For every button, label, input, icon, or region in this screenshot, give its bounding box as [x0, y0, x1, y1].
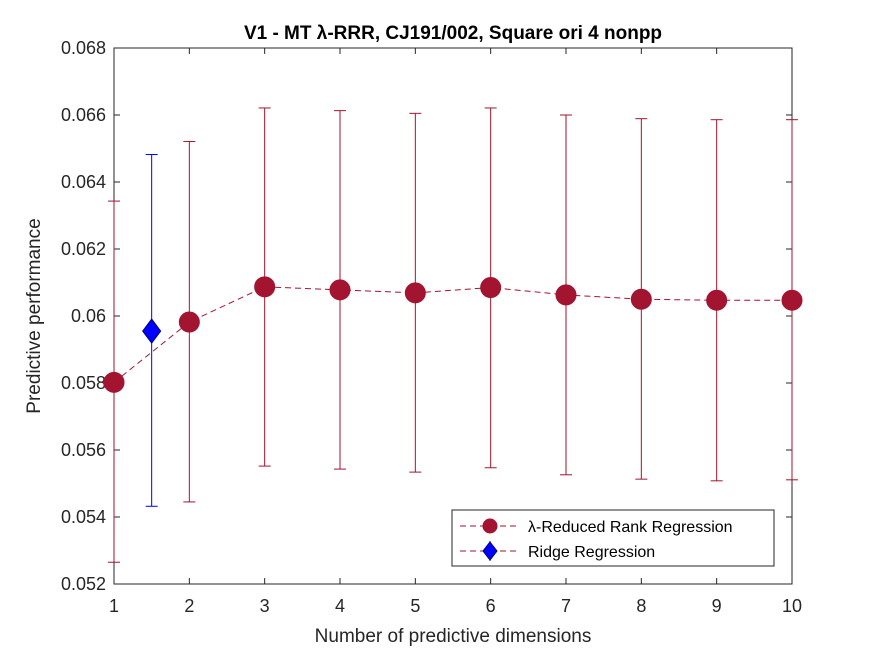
rrr-data-point: [480, 277, 502, 299]
x-tick-label: 8: [636, 596, 646, 616]
x-tick-label: 6: [486, 596, 496, 616]
plot-area: [114, 48, 792, 584]
x-tick-label: 7: [561, 596, 571, 616]
ridge-legend-label: Ridge Regression: [528, 544, 655, 561]
x-tick-label: 3: [260, 596, 270, 616]
x-tick-label: 2: [184, 596, 194, 616]
rrr-data-point: [781, 289, 803, 311]
rrr-data-point: [706, 289, 728, 311]
rrr-data-point: [178, 311, 200, 333]
data-layer: [103, 107, 803, 563]
x-tick-label: 9: [712, 596, 722, 616]
y-tick-label: 0.054: [61, 507, 106, 527]
ridge-data-point: [142, 318, 162, 344]
rrr-data-point: [630, 288, 652, 310]
y-tick-label: 0.062: [61, 239, 106, 259]
rrr-legend-marker: [482, 518, 498, 534]
rrr-legend-label: λ-Reduced Rank Regression: [528, 519, 733, 536]
y-tick-label: 0.056: [61, 440, 106, 460]
y-tick-label: 0.058: [61, 373, 106, 393]
y-axis-title: Predictive performance: [24, 218, 45, 413]
rrr-data-point: [555, 284, 577, 306]
legend-box: [451, 509, 775, 567]
rrr-data-point: [404, 282, 426, 304]
x-tick-label: 5: [410, 596, 420, 616]
legend: λ-Reduced Rank Regression Ridge Regressio…: [451, 509, 775, 567]
rrr-series-line: [113, 286, 792, 383]
ridge-legend-marker: [482, 541, 498, 561]
y-tick-label: 0.068: [61, 38, 106, 58]
x-tick-label: 10: [782, 596, 802, 616]
x-axis-title: Number of predictive dimensions: [315, 626, 592, 647]
chart-title: V1 - MT λ-RRR, CJ191/002, Square ori 4 n…: [244, 23, 662, 44]
rrr-data-point: [254, 276, 276, 298]
x-tick-label: 4: [335, 596, 345, 616]
rrr-data-point: [103, 371, 125, 393]
rrr-data-point: [329, 279, 351, 301]
x-tick-label: 1: [109, 596, 119, 616]
y-tick-label: 0.064: [61, 172, 106, 192]
y-tick-label: 0.066: [61, 105, 106, 125]
axes: 1 2 3 4 5 6 7 8 9 10 0.052 0.054 0.056 0.058 0.06 0.062…: [61, 38, 802, 616]
y-tick-label: 0.052: [61, 574, 106, 594]
y-tick-label: 0.06: [71, 306, 106, 326]
